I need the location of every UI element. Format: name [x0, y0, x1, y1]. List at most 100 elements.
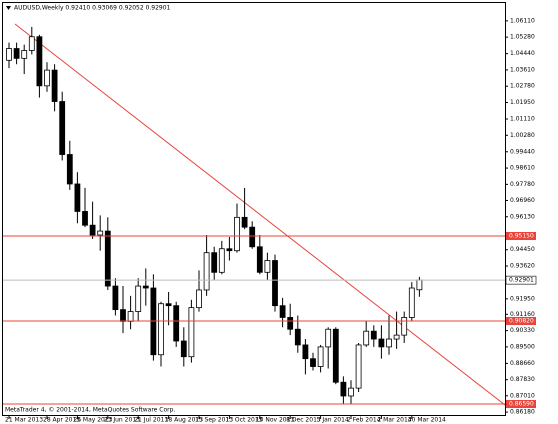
price-label: 0.92901	[509, 277, 534, 284]
candle-body	[264, 260, 271, 273]
y-tick-label: 0.86180	[510, 409, 535, 416]
candle-body	[249, 226, 256, 248]
chart-title: AUDUSD,Weekly 0.92410 0.93069 0.92052 0.…	[14, 5, 171, 12]
candle-body	[332, 328, 339, 383]
level-label: 0.90820	[509, 317, 534, 324]
y-tick-label: 1.02780	[510, 83, 535, 90]
candle-body	[120, 309, 126, 322]
candle-body	[89, 224, 96, 236]
x-tick-label: 5 Jan 2014	[317, 417, 349, 424]
candle-body	[348, 387, 354, 397]
candle-body	[256, 246, 263, 273]
candle-body	[310, 358, 316, 367]
candle-body	[82, 211, 88, 226]
candle-body	[188, 307, 195, 358]
candle-body	[211, 252, 218, 273]
candle-body	[340, 381, 347, 397]
candle-body	[28, 36, 35, 51]
candle-body	[6, 48, 12, 61]
candle-body	[36, 36, 43, 87]
candle-body	[401, 317, 408, 336]
candle-body	[180, 340, 187, 358]
x-tick-label: 30 Mar 2014	[408, 417, 446, 424]
y-tick-label: 0.87010	[510, 392, 535, 399]
level-label: 0.86590	[509, 401, 534, 408]
y-tick-label: 0.96960	[510, 197, 535, 204]
candle-body	[44, 69, 50, 87]
candle-body	[218, 248, 225, 273]
y-tick-label: 0.94450	[510, 246, 535, 253]
candle-body	[325, 328, 332, 348]
candle-body	[272, 260, 278, 307]
candle-body	[355, 344, 362, 389]
candle-body	[59, 101, 66, 155]
candle-body	[74, 183, 81, 212]
y-tick-label: 1.06110	[510, 17, 535, 24]
y-tick-label: 0.89500	[510, 343, 535, 350]
candle-body	[203, 252, 210, 291]
y-tick-label: 0.91950	[510, 295, 535, 302]
candle-body	[370, 330, 377, 340]
y-tick-label: 0.96130	[510, 213, 535, 220]
candle-body	[294, 328, 301, 346]
candle-body	[408, 287, 415, 318]
candle-body	[66, 154, 73, 185]
level-label-box	[506, 316, 536, 325]
candle-body	[104, 230, 111, 287]
plot-frame	[2, 2, 506, 416]
y-tick-label: 0.97780	[510, 181, 535, 188]
x-tick-label: 21 Mar 2013	[5, 417, 43, 424]
candle-body	[226, 248, 233, 252]
candle-body	[241, 216, 248, 228]
y-tick-label: 1.05280	[510, 34, 535, 41]
y-tick-label: 0.90330	[510, 327, 535, 334]
candle-body	[173, 305, 180, 342]
candle-body	[234, 216, 240, 252]
candle-body	[287, 317, 294, 330]
y-tick-label: 1.01110	[510, 115, 535, 122]
y-tick-label: 1.03610	[510, 66, 535, 73]
level-label-box	[506, 400, 536, 409]
x-tick-label: 10 Nov 2013	[256, 417, 295, 424]
x-tick-label: 23 Jun 2013	[104, 417, 140, 424]
menu-arrow	[6, 6, 11, 10]
y-tick-label: 0.93620	[510, 263, 535, 270]
candle-body	[363, 330, 370, 346]
level-label-box	[506, 231, 536, 240]
candle-body	[416, 279, 423, 291]
x-tick-label: 2 Mar 2014	[377, 417, 411, 424]
price-label-box	[505, 275, 537, 285]
candle-body	[279, 305, 286, 318]
x-tick-label: 26 May 2013	[73, 417, 112, 424]
y-tick-label: 1.04440	[510, 50, 535, 57]
candle-body	[51, 69, 58, 102]
y-tick-label: 0.98610	[510, 165, 535, 172]
y-tick-label: 0.87830	[510, 376, 535, 383]
y-tick-label: 1.01950	[510, 99, 535, 106]
x-tick-label: 28 Apr 2013	[43, 417, 80, 424]
x-tick-label: 2 Feb 2014	[347, 417, 381, 424]
candle-body	[317, 346, 324, 367]
candle-body	[302, 344, 309, 360]
x-tick-label: 21 Jul 2013	[134, 417, 168, 424]
candle-body	[13, 48, 20, 59]
candle-body	[112, 285, 119, 311]
candle-body	[386, 338, 392, 348]
candle-body	[165, 303, 172, 307]
candle-body	[378, 338, 385, 348]
y-tick-label: 1.00280	[510, 132, 535, 139]
x-tick-label: 8 Dec 2013	[286, 417, 321, 424]
candle-body	[21, 50, 28, 59]
candle-body	[135, 285, 142, 312]
x-tick-label: 18 Aug 2013	[165, 417, 204, 424]
x-tick-label: 13 Oct 2013	[225, 417, 262, 424]
y-tick-label: 0.91160	[510, 311, 535, 318]
candle-body	[158, 303, 164, 356]
candle-body	[393, 334, 400, 340]
copyright: MetaTrader 4, © 2001-2014, MetaQuotes So…	[5, 407, 175, 414]
candle-body	[127, 311, 134, 322]
x-tick-label: 15 Sep 2013	[195, 417, 233, 424]
candle-body	[97, 230, 104, 236]
trend-line	[14, 23, 506, 406]
